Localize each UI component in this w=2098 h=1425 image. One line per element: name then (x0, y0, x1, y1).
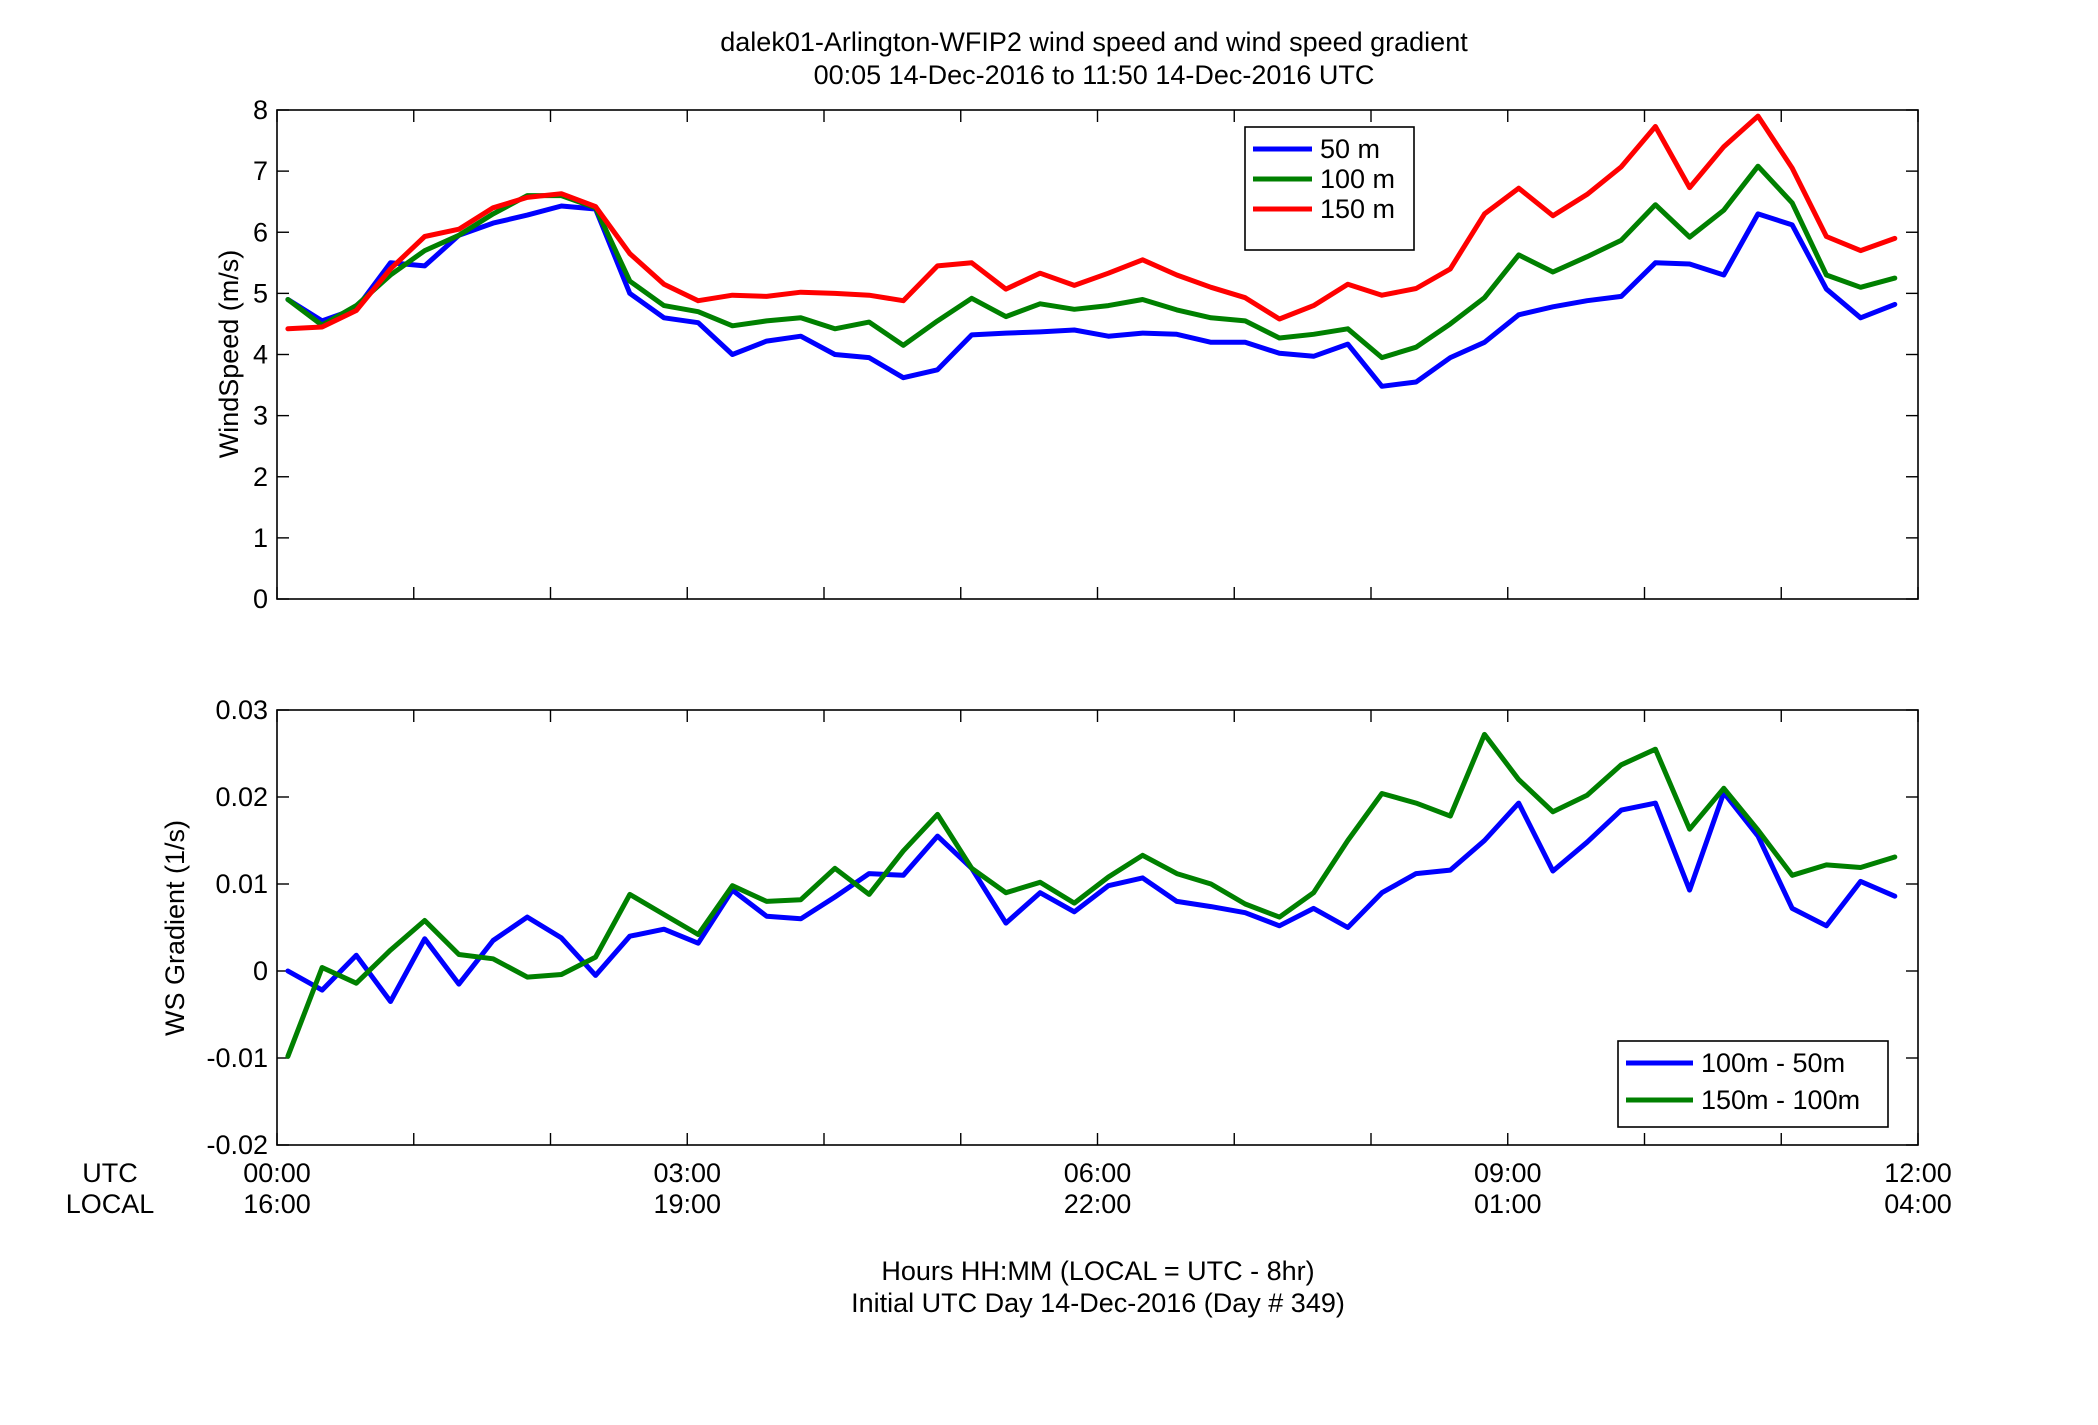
windspeed-ytick-labels: 0 1 2 3 4 5 6 7 8 (253, 95, 268, 614)
legend-label-50-m: 50 m (1320, 134, 1380, 164)
windspeed-ytick-label: 0 (253, 584, 268, 614)
xtick-label-utc: 12:00 (1884, 1158, 1952, 1188)
gradient-panel: -0.02 -0.01 0 0.01 0.02 0.03 WS Gradient (1/s… (160, 695, 1919, 1160)
xtick-label-local: 01:00 (1474, 1189, 1542, 1219)
gradient-ytick-label: 0.01 (215, 869, 268, 899)
xaxis-row-label-utc: UTC (82, 1158, 138, 1188)
gradient-ytick-label: 0.02 (215, 782, 268, 812)
xtick-label-local: 16:00 (243, 1189, 311, 1219)
xtick-label-utc: 06:00 (1064, 1158, 1132, 1188)
gradient-ylabel: WS Gradient (1/s) (160, 820, 190, 1036)
windspeed-ytick-label: 5 (253, 278, 268, 308)
gradient-ytick-labels: -0.02 -0.01 0 0.01 0.02 0.03 (206, 695, 268, 1160)
xaxis-sublabel: Initial UTC Day 14-Dec-2016 (Day # 349) (851, 1288, 1345, 1318)
gradient-ytick-label: -0.02 (206, 1130, 268, 1160)
legend-label-100-m: 100 m (1320, 164, 1395, 194)
gradient-legend: 100m - 50m 150m - 100m (1617, 1040, 1889, 1128)
gradient-legend-box (1617, 1040, 1889, 1128)
xtick-label-local: 04:00 (1884, 1189, 1952, 1219)
xtick-label-local: 19:00 (653, 1189, 721, 1219)
xtick-label-utc: 03:00 (653, 1158, 721, 1188)
xtick-label-local: 22:00 (1064, 1189, 1132, 1219)
windspeed-ytick-label: 4 (253, 340, 268, 370)
xtick-label-utc: 00:00 (243, 1158, 311, 1188)
series-line-150m-100m (285, 731, 1898, 1059)
legend-label-100m-50m: 100m - 50m (1701, 1048, 1845, 1078)
legend-label-150m-100m: 150m - 100m (1701, 1085, 1860, 1115)
windspeed-plot-area (276, 109, 1919, 600)
gradient-ytick-label: 0.03 (215, 695, 268, 725)
xtick-label-utc: 09:00 (1474, 1158, 1542, 1188)
windspeed-series-lines (285, 113, 1898, 389)
xaxis-label: Hours HH:MM (LOCAL = UTC - 8hr) (881, 1256, 1314, 1286)
windspeed-ytick-label: 3 (253, 401, 268, 431)
series-line-100m-50m (285, 790, 1898, 1004)
gradient-series-lines (285, 731, 1898, 1059)
chart-title: dalek01-Arlington-WFIP2 wind speed and w… (720, 27, 1468, 57)
gradient-ytick-label: 0 (253, 956, 268, 986)
windspeed-ytick-label: 8 (253, 95, 268, 125)
series-line-150-m (285, 113, 1898, 332)
gradient-gridticks (276, 709, 1919, 1146)
windspeed-ytick-label: 2 (253, 462, 268, 492)
windspeed-ytick-label: 7 (253, 156, 268, 186)
windspeed-gridticks (276, 109, 1919, 600)
chart-subtitle: 00:05 14-Dec-2016 to 11:50 14-Dec-2016 U… (814, 60, 1375, 90)
windspeed-ytick-label: 6 (253, 217, 268, 247)
xaxis-row-label-local: LOCAL (66, 1189, 155, 1219)
windspeed-ylabel: WindSpeed (m/s) (214, 250, 244, 459)
gradient-ytick-label: -0.01 (206, 1043, 268, 1073)
windspeed-ytick-label: 1 (253, 523, 268, 553)
series-line-50-m (285, 203, 1898, 389)
legend-label-150-m: 150 m (1320, 194, 1395, 224)
